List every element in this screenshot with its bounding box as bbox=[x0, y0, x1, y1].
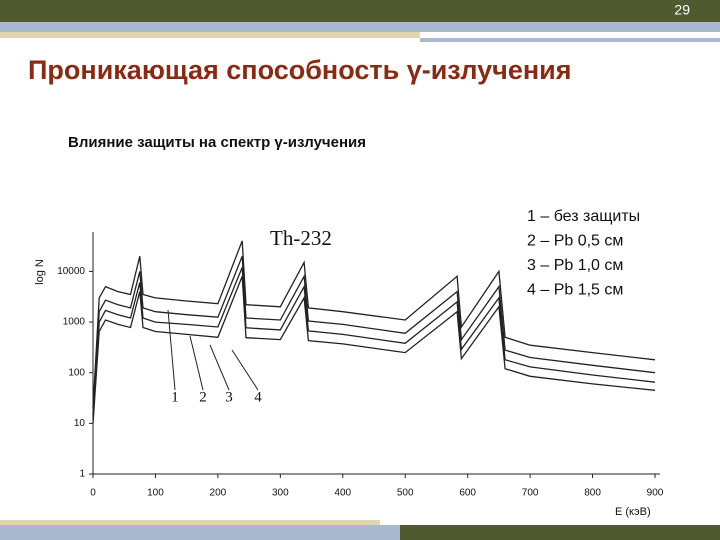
x-tick-label: 0 bbox=[90, 488, 96, 499]
top-stripe bbox=[0, 32, 420, 38]
y-tick-label: 1 bbox=[79, 469, 85, 480]
top-stripe bbox=[420, 38, 720, 42]
y-tick-label: 10 bbox=[74, 418, 86, 429]
y-tick-label: 100 bbox=[68, 367, 85, 378]
y-tick-label: 10000 bbox=[57, 266, 85, 277]
x-tick-label: 800 bbox=[584, 488, 601, 499]
bottom-stripe bbox=[0, 525, 400, 540]
x-tick-label: 400 bbox=[334, 488, 351, 499]
x-axis-label: E (кэВ) bbox=[615, 506, 651, 518]
spectrum-line bbox=[92, 267, 656, 420]
x-tick-label: 100 bbox=[147, 488, 164, 499]
slide-title: Проникающая способность γ-излучения bbox=[28, 55, 572, 85]
spectrum-line bbox=[92, 276, 656, 424]
legend-item: 2 – Pb 0,5 см bbox=[527, 233, 623, 250]
y-axis-label: log N bbox=[34, 259, 46, 285]
spectrum-line bbox=[92, 255, 656, 415]
x-tick-label: 600 bbox=[459, 488, 476, 499]
top-bar bbox=[0, 0, 720, 22]
slide-number: 29 bbox=[674, 2, 690, 18]
x-tick-label: 900 bbox=[647, 488, 664, 499]
legend-item: 4 – Pb 1,5 см bbox=[527, 282, 623, 299]
x-tick-label: 700 bbox=[522, 488, 539, 499]
x-tick-label: 200 bbox=[210, 488, 227, 499]
bottom-stripe bbox=[0, 520, 380, 525]
top-stripe bbox=[0, 22, 720, 32]
x-tick-label: 300 bbox=[272, 488, 289, 499]
curve-label: 4 bbox=[254, 389, 262, 405]
y-tick-label: 1000 bbox=[63, 317, 86, 328]
x-tick-label: 500 bbox=[397, 488, 414, 499]
legend-item: 3 – Pb 1,0 см bbox=[527, 257, 623, 274]
legend-item: 1 – без защиты bbox=[527, 208, 640, 225]
subtitle: Влияние защиты на спектр γ-излучения bbox=[68, 134, 366, 151]
curve-arrows bbox=[167, 309, 259, 391]
curve-label: 3 bbox=[225, 389, 233, 405]
spectrum-line bbox=[92, 240, 656, 409]
curve-label: 2 bbox=[199, 389, 207, 405]
annotation: Th-232 bbox=[270, 226, 332, 250]
bottom-bar bbox=[400, 525, 720, 540]
curve-label: 1 bbox=[171, 389, 179, 405]
